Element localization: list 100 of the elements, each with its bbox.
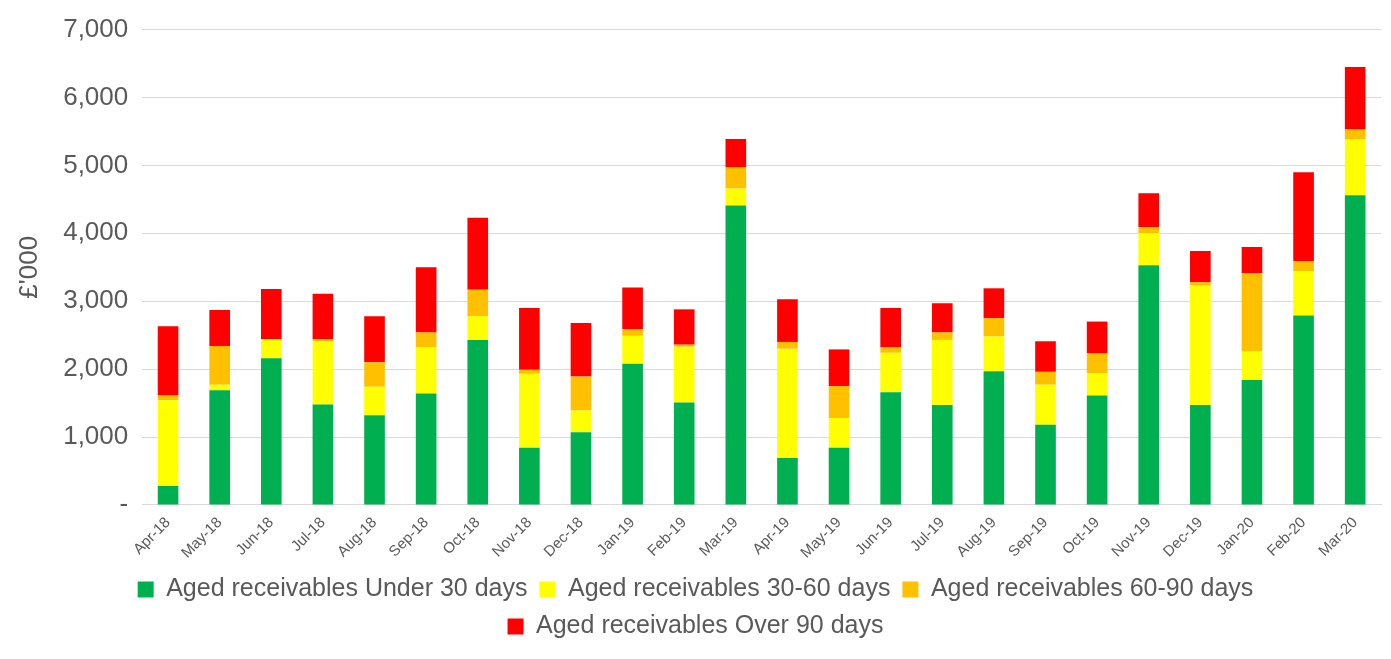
bar — [983, 371, 1005, 505]
bar — [209, 390, 231, 505]
y-tick-label: 4,000 — [63, 216, 129, 247]
bar — [983, 288, 1005, 319]
bar — [1344, 195, 1366, 505]
bar — [209, 346, 231, 385]
bar — [725, 205, 747, 505]
bar — [828, 447, 850, 505]
bar — [931, 405, 953, 505]
bar — [931, 332, 953, 340]
bar — [1035, 424, 1056, 505]
y-tick-label: 1,000 — [63, 420, 129, 451]
bar — [777, 458, 798, 505]
bar — [1190, 250, 1211, 283]
bar — [1138, 233, 1160, 266]
bar — [519, 307, 540, 370]
bar — [673, 344, 695, 347]
bar — [931, 339, 953, 406]
bar — [364, 415, 385, 505]
bar — [880, 307, 901, 348]
bar — [260, 339, 282, 359]
bar — [1035, 384, 1056, 425]
bar — [467, 339, 489, 505]
bar — [1241, 246, 1263, 274]
bar — [312, 341, 334, 405]
bar — [467, 217, 489, 290]
bar — [1293, 261, 1314, 272]
y-tick-label: 6,000 — [63, 80, 129, 111]
bar — [725, 188, 747, 206]
bar — [312, 293, 334, 340]
bar — [1138, 265, 1160, 505]
bar — [1086, 395, 1108, 505]
bar — [519, 447, 540, 505]
bar — [1086, 321, 1108, 354]
bar — [209, 310, 231, 347]
bar — [725, 138, 747, 168]
bar — [1344, 66, 1366, 130]
bar — [983, 318, 1005, 337]
bar — [415, 347, 437, 394]
bar — [622, 287, 643, 330]
bar — [1293, 172, 1314, 262]
bar — [364, 316, 385, 363]
bar — [157, 400, 179, 486]
y-tick-label: - — [119, 488, 129, 519]
bar — [673, 402, 695, 505]
bar — [622, 335, 643, 364]
bar — [673, 309, 695, 345]
bar — [880, 392, 901, 505]
bar — [622, 329, 643, 336]
bar — [364, 362, 385, 387]
bar — [1138, 193, 1160, 228]
bar — [157, 485, 179, 505]
bar — [1190, 282, 1211, 286]
bar — [880, 352, 901, 393]
bar — [157, 326, 179, 396]
bar — [519, 373, 540, 448]
bar — [467, 316, 489, 340]
bar — [777, 348, 798, 459]
bar — [1293, 315, 1314, 505]
bar — [1344, 139, 1366, 196]
bar — [1241, 273, 1263, 352]
bar — [570, 432, 592, 505]
bar — [777, 299, 798, 342]
bar — [415, 267, 437, 333]
bar — [777, 341, 798, 349]
bar — [931, 303, 953, 333]
bar — [1190, 405, 1211, 505]
bar — [880, 347, 901, 353]
bar — [1138, 227, 1160, 234]
bar — [673, 346, 695, 403]
bar — [1293, 271, 1314, 316]
y-tick-label: 3,000 — [63, 284, 129, 315]
legend-label: Aged receivables 30-60 days — [567, 573, 891, 602]
bar — [1086, 353, 1108, 374]
bar — [1190, 285, 1211, 406]
bar — [415, 393, 437, 505]
bar — [1086, 373, 1108, 396]
bar — [209, 384, 231, 391]
bar — [828, 349, 850, 387]
bar — [415, 332, 437, 348]
bar — [828, 417, 850, 448]
bar — [570, 322, 592, 377]
bar — [1035, 371, 1056, 385]
y-tick-label: 5,000 — [63, 148, 129, 179]
y-tick-label: 2,000 — [63, 352, 129, 383]
bar — [467, 289, 489, 317]
legend-label: Aged receivables 60-90 days — [930, 573, 1254, 602]
bar — [570, 376, 592, 411]
bar — [570, 410, 592, 433]
y-axis-title: £'000 — [12, 235, 43, 299]
bar — [260, 288, 282, 340]
bar — [828, 386, 850, 418]
bar — [260, 358, 282, 505]
bar — [1241, 351, 1263, 380]
legend-label: Aged receivables Over 90 days — [536, 610, 884, 639]
bar — [622, 363, 643, 505]
bar — [983, 336, 1005, 372]
bar — [519, 369, 540, 374]
bar — [364, 386, 385, 416]
y-tick-label: 7,000 — [63, 12, 129, 43]
